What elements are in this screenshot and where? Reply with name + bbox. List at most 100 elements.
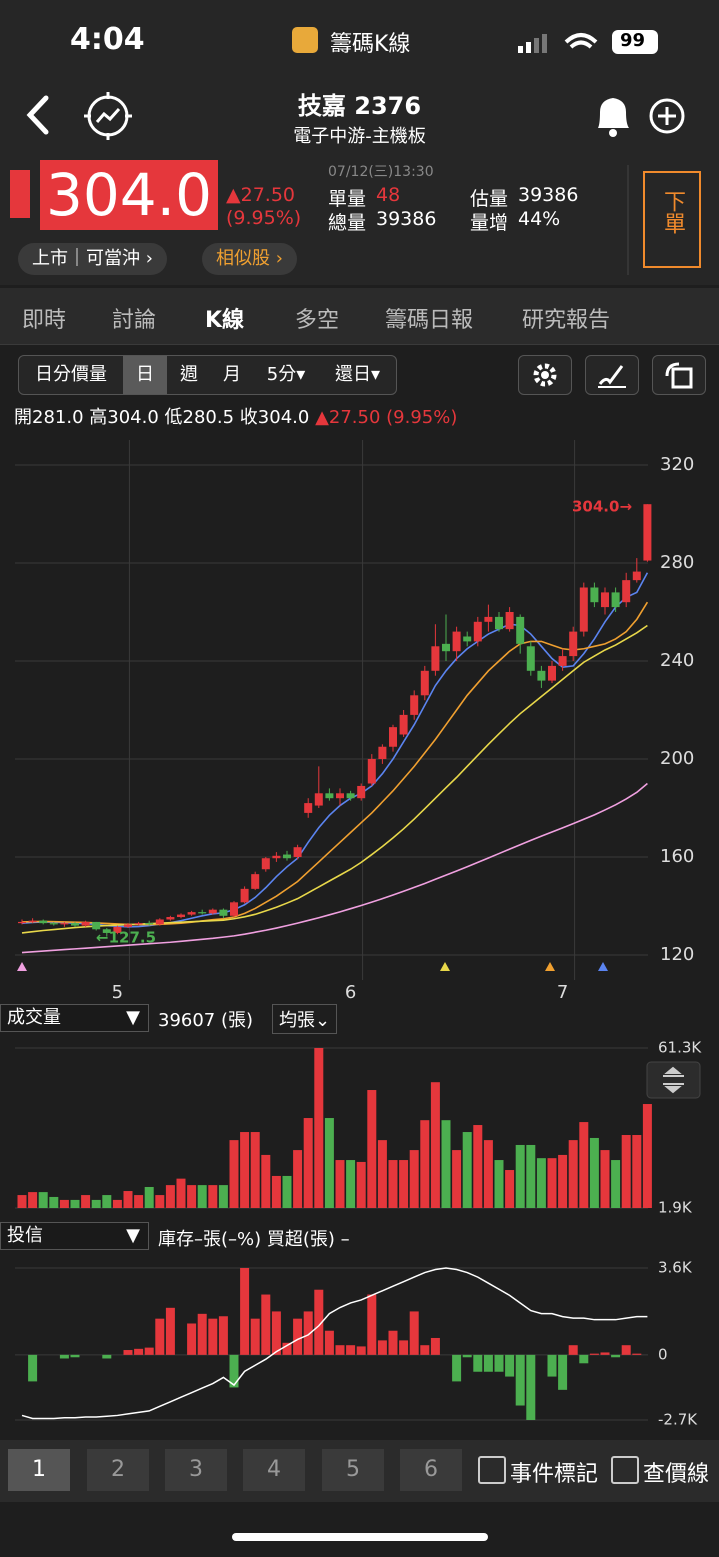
indicator-select[interactable]: 投信 ▼ bbox=[0, 1222, 149, 1250]
volume-bar bbox=[49, 1196, 59, 1208]
event-marker[interactable] bbox=[545, 962, 555, 971]
layout-button[interactable]: 6 bbox=[400, 1449, 462, 1491]
layout-button[interactable]: 3 bbox=[165, 1449, 227, 1491]
volume-bar bbox=[589, 1137, 599, 1208]
candle-body bbox=[399, 714, 408, 735]
volume-bar bbox=[197, 1185, 207, 1208]
period-selector: 日分價量日週 月 5分▾ 還日▾ bbox=[18, 355, 397, 395]
order-button-frame[interactable] bbox=[643, 171, 701, 268]
candle-body bbox=[484, 616, 493, 622]
y-tick-label: 280 bbox=[660, 552, 694, 573]
event-marker[interactable] bbox=[440, 962, 450, 971]
volume-bar bbox=[123, 1191, 133, 1208]
period-option[interactable]: 還日▾ bbox=[334, 364, 381, 385]
tab[interactable]: 討論 bbox=[112, 308, 157, 333]
ohlc-value: 281.0 bbox=[32, 407, 84, 428]
volume-bar bbox=[282, 1175, 292, 1208]
bar bbox=[144, 1347, 154, 1355]
volume-bar bbox=[112, 1199, 122, 1208]
bar bbox=[367, 1294, 377, 1355]
candle-body bbox=[420, 670, 429, 696]
stat-value: 39386 bbox=[518, 184, 579, 206]
volume-bar bbox=[642, 1104, 652, 1208]
candle-body bbox=[18, 921, 26, 924]
candle-body bbox=[601, 592, 609, 608]
battery-icon bbox=[612, 30, 658, 54]
stat-label: 量增 bbox=[470, 212, 509, 234]
add-icon[interactable] bbox=[649, 98, 685, 134]
candle-body bbox=[49, 923, 58, 925]
order-button[interactable]: 下單 bbox=[660, 190, 685, 234]
back-icon[interactable] bbox=[26, 95, 49, 135]
app-icon bbox=[292, 27, 318, 53]
resize-handle[interactable] bbox=[646, 1061, 701, 1099]
period-option[interactable]: 月 bbox=[223, 364, 241, 385]
bar bbox=[473, 1354, 483, 1372]
period-option[interactable]: 日分價量 bbox=[35, 364, 107, 385]
candle-body bbox=[208, 909, 217, 914]
candle-body bbox=[314, 793, 323, 806]
bar bbox=[388, 1330, 398, 1355]
candle-body bbox=[28, 920, 37, 922]
candle-body bbox=[346, 793, 355, 799]
battery-level: 99 bbox=[620, 30, 646, 51]
period-option[interactable]: 週 bbox=[180, 364, 198, 385]
bar bbox=[218, 1316, 228, 1355]
tab[interactable]: K線 bbox=[205, 308, 245, 333]
volume-mode[interactable]: 均張⌄ bbox=[272, 1004, 338, 1034]
status-app: 籌碼K線 bbox=[330, 32, 411, 57]
signal-icon bbox=[518, 34, 547, 53]
market-tag[interactable]: 上市｜可當沖 › bbox=[18, 243, 167, 275]
y-tick-label: 120 bbox=[660, 944, 694, 965]
candle-body bbox=[357, 785, 366, 799]
bar bbox=[515, 1354, 525, 1406]
event-marker[interactable] bbox=[17, 962, 27, 971]
tab[interactable]: 即時 bbox=[22, 308, 67, 333]
draw-button[interactable] bbox=[585, 355, 639, 395]
indicator-select[interactable]: 成交量 ▼ bbox=[0, 1004, 149, 1032]
settings-button[interactable] bbox=[518, 355, 572, 395]
bar bbox=[547, 1354, 557, 1377]
event-marker[interactable] bbox=[598, 962, 608, 971]
period-option[interactable]: 日 bbox=[123, 356, 167, 394]
stat-value: 39386 bbox=[376, 208, 437, 230]
checkbox[interactable]: 查價線 bbox=[611, 1456, 709, 1488]
bar bbox=[324, 1330, 334, 1355]
period-option[interactable]: 5分▾ bbox=[266, 364, 306, 385]
price-change-pct: (9.95%) bbox=[226, 207, 302, 229]
volume-bar bbox=[568, 1140, 578, 1208]
tab[interactable]: 研究報告 bbox=[522, 308, 611, 333]
candle-body bbox=[442, 643, 450, 652]
bar bbox=[611, 1354, 621, 1358]
bar bbox=[526, 1354, 536, 1420]
stat-value: 44% bbox=[518, 208, 561, 230]
tab[interactable]: 籌碼日報 bbox=[385, 308, 474, 333]
trend-icon[interactable] bbox=[84, 92, 132, 140]
similar-tag[interactable]: 相似股 › bbox=[202, 243, 297, 275]
candle-body bbox=[473, 621, 482, 642]
bar bbox=[155, 1318, 165, 1355]
candle-body bbox=[452, 631, 461, 652]
y-tick-label: 200 bbox=[660, 748, 694, 769]
bell-icon[interactable] bbox=[598, 98, 629, 137]
bar bbox=[134, 1348, 144, 1355]
bar bbox=[377, 1340, 387, 1355]
volume-value: 39607 (張) bbox=[158, 1010, 254, 1031]
layout-button[interactable]: 5 bbox=[322, 1449, 384, 1491]
rotate-button[interactable] bbox=[652, 355, 706, 395]
tab[interactable]: 多空 bbox=[295, 308, 340, 333]
layout-button[interactable]: 2 bbox=[87, 1449, 149, 1491]
candle-body bbox=[113, 926, 122, 933]
candle-body bbox=[145, 923, 154, 925]
bar bbox=[282, 1342, 292, 1355]
candle-body bbox=[71, 923, 79, 926]
layout-button[interactable]: 1 bbox=[8, 1449, 70, 1491]
home-indicator bbox=[232, 1533, 488, 1541]
candle-body bbox=[198, 912, 207, 914]
volume-bar bbox=[536, 1158, 546, 1208]
layout-button[interactable]: 4 bbox=[243, 1449, 305, 1491]
checkbox[interactable]: 事件標記 bbox=[478, 1456, 598, 1488]
volume-bar bbox=[38, 1192, 48, 1208]
ohlc-change: ▲27.50 (9.95%) bbox=[315, 407, 458, 428]
